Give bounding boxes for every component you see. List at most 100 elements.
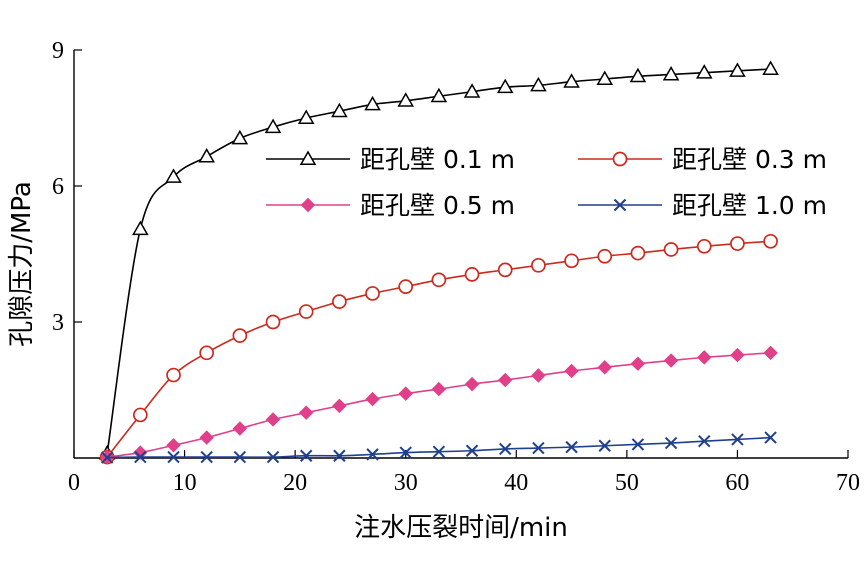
series-3-point-9	[399, 446, 412, 459]
series-3-point-3	[200, 450, 213, 464]
legend-label-0: 距孔壁 0.1 m	[360, 145, 515, 174]
series-1-point-14	[564, 253, 579, 269]
series-2-point-18	[697, 350, 712, 365]
series-1-point-16	[630, 245, 646, 261]
series-layer	[98, 60, 779, 465]
series-1-point-5	[265, 314, 281, 330]
x-tick-label-0: 0	[68, 470, 80, 496]
series-1	[99, 233, 778, 465]
series-3-point-4	[233, 450, 247, 464]
series-0-point-10	[430, 87, 448, 103]
series-3-point-18	[698, 435, 711, 448]
legend-entry-0: 距孔壁 0.1 m	[266, 145, 515, 174]
series-0-line	[106, 68, 771, 454]
series-2-point-2	[166, 438, 181, 453]
series-1-point-1	[132, 407, 148, 423]
legend-entry-2: 距孔壁 0.5 m	[266, 191, 515, 220]
series-0-point-18	[695, 64, 713, 79]
series-1-point-20	[763, 233, 778, 249]
series-2-point-6	[298, 405, 314, 420]
series-0-point-6	[297, 109, 315, 124]
series-0-point-16	[629, 67, 647, 83]
series-1-point-13	[531, 257, 546, 273]
series-2-point-10	[431, 381, 447, 397]
series-2-point-15	[597, 360, 612, 375]
series-3	[100, 431, 777, 464]
series-3-point-16	[631, 438, 645, 451]
series-1-point-10	[431, 272, 447, 288]
legend-label-1: 距孔壁 0.3 m	[672, 145, 827, 174]
series-0-point-8	[364, 95, 381, 111]
series-0-point-12	[496, 78, 514, 94]
series-3-point-2	[167, 450, 180, 464]
series-2-point-1	[133, 445, 148, 460]
series-0-point-7	[331, 102, 348, 118]
series-2-point-16	[630, 356, 646, 371]
series-3-point-0	[100, 451, 114, 464]
x-axis-title: 注水压裂时间/min	[354, 513, 568, 543]
series-3-point-5	[266, 450, 280, 464]
series-0-point-11	[463, 83, 481, 98]
series-2-point-5	[265, 412, 281, 427]
series-1-point-19	[730, 236, 745, 251]
x-tick-label-2: 20	[283, 470, 307, 496]
series-2-point-17	[663, 353, 679, 368]
series-2-point-8	[365, 391, 380, 407]
legend-label-3: 距孔壁 1.0 m	[672, 191, 827, 220]
series-3-point-12	[499, 442, 512, 456]
series-1-point-6	[298, 304, 314, 319]
series-0-point-19	[729, 62, 746, 77]
series-0-point-14	[563, 73, 580, 88]
x-tick-label-3: 30	[394, 470, 418, 496]
series-0	[98, 60, 779, 460]
series-1-point-11	[464, 267, 480, 282]
x-tick-label-7: 70	[836, 470, 860, 496]
series-2-point-11	[464, 376, 480, 392]
series-2-point-19	[730, 347, 745, 363]
series-1-point-12	[497, 262, 513, 278]
series-0-point-13	[530, 76, 547, 92]
series-1-point-15	[597, 248, 613, 264]
y-tick-label-0: 3	[52, 310, 64, 336]
legend-marker-0	[299, 150, 317, 165]
series-0-point-20	[762, 60, 779, 76]
legend-marker-1	[612, 151, 628, 167]
series-2-point-3	[199, 430, 214, 445]
series-2	[99, 345, 778, 465]
legend-entry-3: 距孔壁 1.0 m	[578, 191, 827, 220]
axes	[73, 50, 848, 459]
series-0-point-3	[198, 148, 215, 163]
x-tick-label-5: 50	[615, 470, 639, 496]
series-3-point-6	[299, 449, 313, 462]
series-2-point-12	[498, 372, 513, 388]
series-3-point-13	[532, 441, 545, 455]
series-3-point-8	[366, 448, 379, 461]
series-0-point-9	[397, 92, 415, 107]
legend: 距孔壁 0.1 m 距孔壁 0.3 m 距孔壁 0.5 m 距孔壁 1.0 m	[266, 145, 827, 220]
series-3-point-19	[731, 433, 744, 446]
series-1-point-3	[199, 345, 215, 361]
series-3-point-10	[432, 445, 446, 458]
series-3-point-7	[333, 449, 346, 462]
series-2-point-4	[232, 421, 248, 436]
series-2-point-13	[531, 368, 546, 383]
y-tick-label-2: 9	[52, 38, 64, 64]
series-0-point-17	[662, 65, 680, 81]
series-3-point-15	[598, 439, 611, 452]
legend-marker-2	[300, 197, 316, 213]
series-0-point-1	[132, 220, 149, 236]
series-0-point-15	[596, 70, 614, 86]
legend-entry-1: 距孔壁 0.3 m	[578, 145, 827, 174]
series-3-point-1	[134, 450, 147, 464]
series-0-point-4	[231, 129, 249, 145]
series-2-point-20	[763, 345, 778, 361]
series-1-point-17	[663, 242, 679, 257]
series-3-point-14	[565, 440, 578, 454]
series-1-point-9	[398, 279, 414, 294]
series-3-point-11	[465, 444, 479, 457]
y-axis-title: 孔隙压力/MPa	[7, 181, 37, 347]
series-2-point-9	[398, 386, 413, 401]
series-1-point-4	[232, 328, 248, 343]
series-0-point-2	[165, 168, 182, 183]
